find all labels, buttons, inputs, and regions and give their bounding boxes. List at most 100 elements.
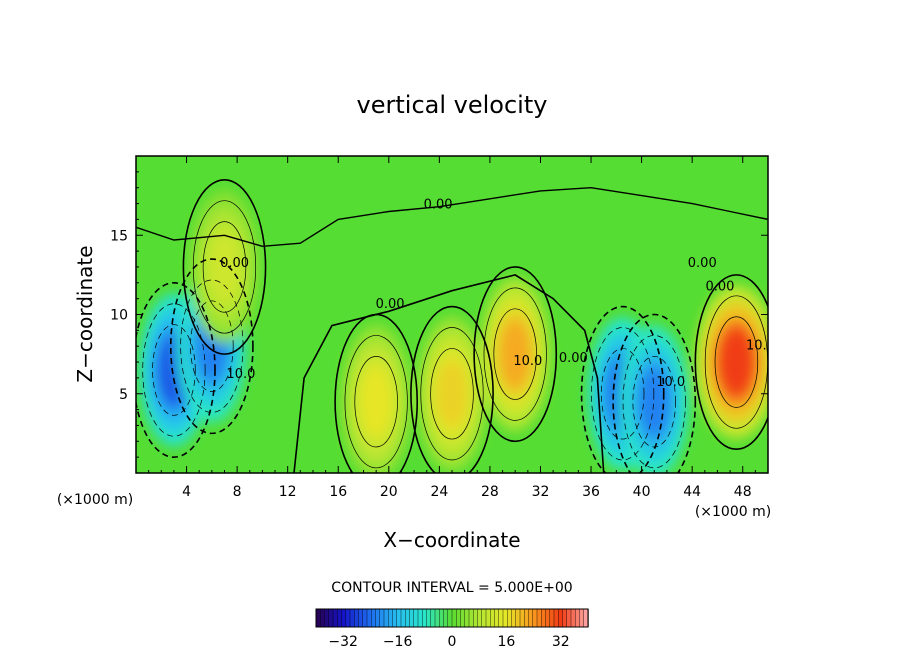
colorbar-frame: [315, 608, 589, 628]
y-tick-label: 15: [110, 228, 128, 244]
colorbar-swatch: [430, 608, 436, 628]
colorbar-swatch: [443, 608, 449, 628]
contour-line: [580, 305, 665, 473]
colorbar-swatch: [481, 608, 487, 628]
x-tick-label: 4: [182, 484, 191, 500]
x-unit-label: (×1000 m): [695, 504, 771, 520]
x-tick-label: 32: [532, 484, 550, 500]
colorbar-swatch: [566, 608, 572, 628]
colorbar-swatch: [388, 608, 394, 628]
contour-line: [182, 178, 267, 355]
x-tick-label: 12: [279, 484, 297, 500]
colorbar-swatch: [562, 608, 568, 628]
colorbar-swatches: [315, 608, 589, 628]
contour-line: [410, 305, 494, 473]
colorbar-swatch: [400, 608, 406, 628]
contour-line: [180, 279, 244, 413]
colorbar-swatch: [324, 608, 330, 628]
x-tick-label: 20: [380, 484, 398, 500]
contour-label: 10.0: [513, 354, 542, 369]
colorbar-swatch: [468, 608, 474, 628]
colorbar-swatch: [524, 608, 530, 628]
contour-line: [142, 303, 206, 437]
contour-label: 0.00: [559, 351, 588, 366]
colorbar-swatch: [502, 608, 508, 628]
colorbar-swatch: [349, 608, 355, 628]
contour-label: 10.0: [746, 338, 775, 353]
y-axis-ticks: 5 10 15: [110, 171, 768, 458]
contour-line: [136, 282, 216, 458]
contour-label: 0.00: [220, 256, 249, 271]
contour-label: 0.00: [705, 280, 734, 295]
colorbar-swatch: [451, 608, 457, 628]
contour-line: [202, 221, 247, 313]
x-tick-label: 44: [683, 484, 701, 500]
colorbar-swatch: [515, 608, 521, 628]
colorbar-swatch: [332, 608, 338, 628]
x-tick-label: 24: [430, 484, 448, 500]
colorbar-swatch: [341, 608, 347, 628]
contour-line: [694, 274, 768, 450]
colorbar-swatch: [549, 608, 555, 628]
contour-line: [483, 287, 547, 421]
colorbar-swatch: [371, 608, 377, 628]
contour-line: [493, 308, 537, 400]
zero-contour: [293, 274, 605, 473]
colorbar-swatch: [320, 608, 326, 628]
x-tick-label: 16: [329, 484, 347, 500]
colorbar-swatch: [375, 608, 381, 628]
colorbar-swatch: [405, 608, 411, 628]
colorbar-swatch: [417, 608, 423, 628]
colorbar-swatch: [464, 608, 470, 628]
x-axis-ticks: 4 8 12 16 20 24 28 32 36 40 44 48: [148, 156, 756, 500]
colorbar-swatch: [570, 608, 576, 628]
colorbar-tick-label: −16: [383, 634, 413, 650]
field-blob: [436, 360, 468, 428]
colorbar-swatch: [328, 608, 334, 628]
colorbar-tick-label: −32: [328, 634, 358, 650]
colorbar-swatch: [383, 608, 389, 628]
velocity-field: [139, 190, 768, 473]
colorbar-swatch: [528, 608, 534, 628]
colorbar-swatch: [366, 608, 372, 628]
contour-line: [632, 355, 676, 448]
contour-line: [354, 355, 398, 448]
colorbar-swatch: [579, 608, 585, 628]
x-tick-label: 28: [481, 484, 499, 500]
colorbar-swatch: [413, 608, 419, 628]
field-blob: [209, 233, 240, 301]
contour-line: [344, 335, 408, 469]
colorbar-swatch: [545, 608, 551, 628]
field-blob: [718, 328, 755, 396]
colorbar-swatch: [494, 608, 500, 628]
y-unit-label: (×1000 m): [57, 492, 133, 508]
colorbar-swatch: [575, 608, 581, 628]
colorbar-swatch: [396, 608, 402, 628]
colorbar-swatch: [553, 608, 559, 628]
colorbar-swatch: [507, 608, 513, 628]
plot-area: 0.00 0.00 0.00 10.0 10.0 0.00 10.0 0.00 0.00 10.0: [136, 156, 775, 473]
contour-labels: 0.00 0.00 0.00 10.0 10.0 0.00 10.0 0.00 0.00 10.0: [220, 197, 775, 390]
colorbar-swatch: [447, 608, 453, 628]
colorbar-swatch: [315, 608, 321, 628]
contour-line: [192, 200, 257, 334]
contour-line: [420, 327, 484, 461]
colorbar-tick-label: 32: [552, 634, 570, 650]
colorbar-swatch: [392, 608, 398, 628]
colorbar-tick-label: 0: [448, 634, 457, 650]
contour-line: [600, 348, 645, 440]
colorbar-swatch: [519, 608, 525, 628]
contour-label: 10.0: [226, 367, 255, 382]
colorbar-swatch: [490, 608, 496, 628]
contour-line: [714, 316, 759, 408]
contour-line: [152, 324, 196, 416]
contour-line: [612, 313, 697, 473]
contour-label: 0.00: [376, 297, 405, 312]
colorbar-swatch: [541, 608, 547, 628]
colorbar-swatch: [354, 608, 360, 628]
contour-line: [591, 327, 655, 461]
colorbar-swatch: [422, 608, 428, 628]
y-tick-label: 5: [119, 387, 128, 403]
x-tick-label: 36: [582, 484, 600, 500]
colorbar-swatch: [485, 608, 491, 628]
